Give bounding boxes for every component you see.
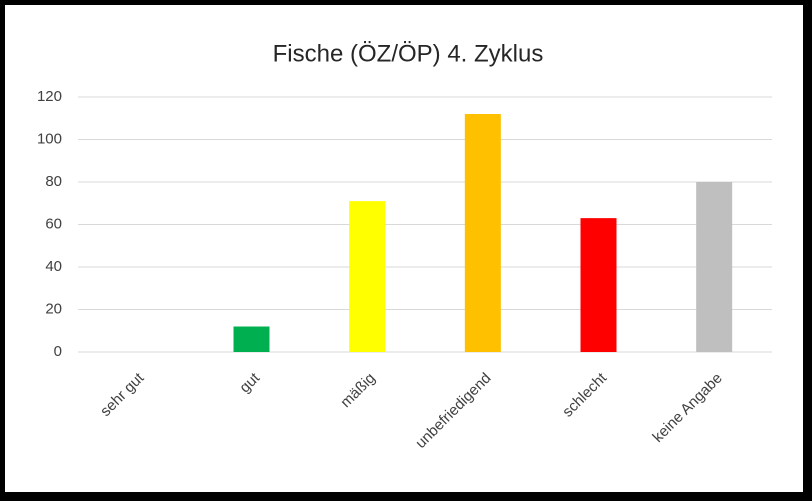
y-tick-label: 120 [37, 88, 62, 105]
y-tick-label: 60 [45, 215, 62, 232]
y-tick-label: 40 [45, 258, 62, 275]
chart-title: Fische (ÖZ/ÖP) 4. Zyklus [273, 40, 544, 67]
bar [233, 326, 270, 352]
bar [464, 114, 501, 352]
bar [696, 182, 733, 352]
bar [349, 201, 386, 352]
y-tick-label: 80 [45, 173, 62, 190]
chart-area [5, 5, 803, 492]
y-tick-label: 100 [37, 130, 62, 147]
y-tick-label: 0 [54, 343, 62, 360]
y-tick-label: 20 [45, 300, 62, 317]
bar [580, 218, 617, 352]
